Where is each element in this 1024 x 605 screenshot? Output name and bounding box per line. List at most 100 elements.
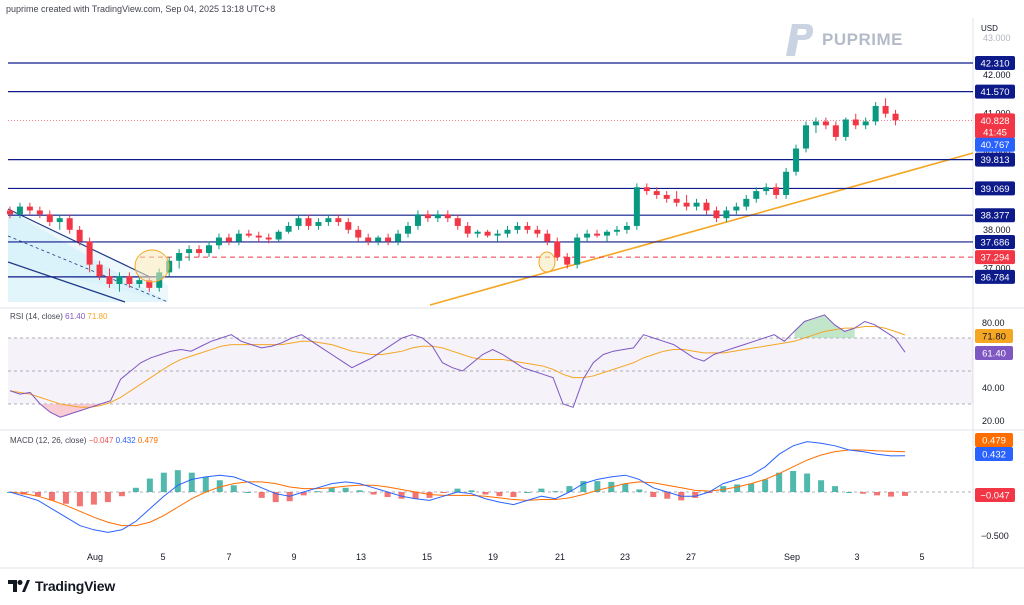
macd-hist-bar-62 (874, 492, 881, 496)
macd-hist-bar-52 (734, 484, 741, 492)
candle-body-56 (564, 256, 571, 265)
macd-hist-bar-21 (300, 492, 307, 496)
macd-hist-bar-3 (48, 492, 55, 501)
countdown-text: 41:45 (983, 127, 1007, 138)
candle-body-41 (414, 214, 421, 226)
tradingview-logo-icon (8, 580, 30, 592)
macd-hist-tag (975, 488, 1015, 502)
candle-body-24 (245, 233, 252, 236)
macd-hist-bar-45 (636, 489, 643, 492)
rsi-sma-line (9, 325, 906, 408)
macd-hist-bar-49 (692, 492, 699, 498)
level-tag-0-text: 42.310 (980, 59, 1009, 70)
candle-body-69 (693, 202, 700, 207)
macd-hist-bar-28 (398, 492, 405, 499)
macd-legend[interactable]: MACD (12, 26, close) −0.047 0.432 0.479 (10, 436, 158, 445)
macd-hist-bar-2 (34, 492, 41, 497)
macd-title: MACD (12, 26, close) (10, 436, 87, 445)
macd-hist-bar-55 (776, 472, 783, 492)
time-label-12: 5 (919, 552, 924, 562)
rsi-overbought-fill (794, 314, 855, 338)
horizontal-levels (8, 62, 973, 278)
candle-body-4 (46, 214, 53, 223)
candle-body-58 (584, 233, 591, 238)
macd-hist-bar-19 (272, 492, 279, 503)
candle-body-10 (106, 276, 113, 284)
level-tag-1-text: 41.570 (980, 87, 1009, 98)
macd-hist-bar-32 (454, 488, 461, 492)
macd-hist-bar-63 (888, 492, 895, 497)
macd-hist-bar-25 (356, 490, 363, 492)
candle-body-9 (96, 264, 103, 277)
blue-price-tag-text: 40.767 (980, 140, 1009, 151)
candle-body-83 (832, 125, 839, 137)
candle-body-7 (76, 229, 83, 242)
candle-body-88 (882, 105, 889, 114)
candle-body-21 (215, 237, 222, 246)
blue-price-tag-bg (975, 137, 1015, 152)
rsi-tag (975, 346, 1013, 360)
candle-body-13 (136, 280, 143, 284)
level-tag-1-bg (975, 84, 1015, 99)
macd-hist-tag-text: −0.047 (980, 491, 1009, 502)
macd-hist-bar-10 (146, 478, 153, 492)
candle-body-79 (793, 148, 800, 172)
candle-body-31 (315, 222, 322, 226)
candle-body-36 (365, 237, 372, 242)
candle-body-72 (723, 210, 730, 219)
time-label-5: 15 (422, 552, 432, 562)
macd-hist-legend-value: −0.047 (88, 436, 114, 445)
candle-body-48 (484, 231, 491, 236)
candle-body-57 (574, 237, 581, 265)
candle-body-33 (335, 218, 342, 223)
rsi-tag-text: 61.40 (982, 349, 1006, 360)
candle-body-6 (66, 218, 73, 230)
candle-body-89 (892, 113, 899, 121)
price-tick-partial: 43.000 (983, 33, 1011, 43)
macd-hist-bar-9 (132, 487, 139, 492)
candle-body-59 (594, 233, 601, 236)
rsi-tick-40: 40.00 (982, 383, 1005, 393)
macd-hist-bar-12 (174, 470, 181, 492)
candle-body-20 (206, 245, 212, 254)
candle-body-51 (514, 225, 521, 230)
macd-hist-bar-39 (552, 491, 559, 493)
macd-hist-bar-31 (440, 492, 447, 493)
macd-tag-text: 0.432 (982, 450, 1006, 461)
candle-body-53 (534, 229, 541, 234)
candle-body-18 (186, 249, 193, 254)
candle-body-17 (176, 253, 183, 261)
candle-body-23 (235, 233, 242, 242)
candle-body-3 (36, 210, 43, 215)
rsi-tick-80: 80.00 (982, 318, 1005, 328)
candle-body-29 (295, 218, 302, 226)
candle-body-62 (623, 225, 630, 230)
macd-hist-bar-14 (202, 476, 209, 492)
currency-label: USD (981, 24, 998, 33)
rsi-legend[interactable]: RSI (14, close) 61.40 71.80 (10, 312, 107, 321)
time-label-7: 21 (555, 552, 565, 562)
macd-hist-bar-40 (566, 486, 573, 492)
dashed-level-tag-bg (975, 250, 1015, 265)
rsi-sma-legend-value: 71.80 (87, 312, 108, 321)
macd-hist-bar-57 (804, 473, 811, 492)
rsi-oversold-fill (40, 404, 111, 418)
tradingview-brand: TradingView (35, 578, 116, 594)
level-tag-6-text: 36.784 (980, 272, 1009, 283)
rsi-tick-20: 20.00 (982, 416, 1005, 426)
highlight-circle-aug20 (538, 251, 556, 273)
macd-hist-bar-17 (244, 492, 251, 493)
macd-hist-bar-54 (762, 479, 769, 492)
macd-hist-bar-46 (650, 492, 657, 498)
macd-hist-bar-44 (622, 483, 629, 492)
price-tick-2: 40.000 (983, 147, 1011, 157)
candle-body-39 (395, 233, 402, 242)
macd-histogram (7, 470, 908, 507)
candle-body-25 (255, 235, 262, 238)
candle-body-8 (86, 241, 93, 265)
rsi-title: RSI (14, close) (10, 312, 63, 321)
level-tag-3-bg (975, 181, 1015, 196)
channel-upper-line (7, 208, 151, 278)
macd-hist-bar-59 (832, 486, 839, 492)
